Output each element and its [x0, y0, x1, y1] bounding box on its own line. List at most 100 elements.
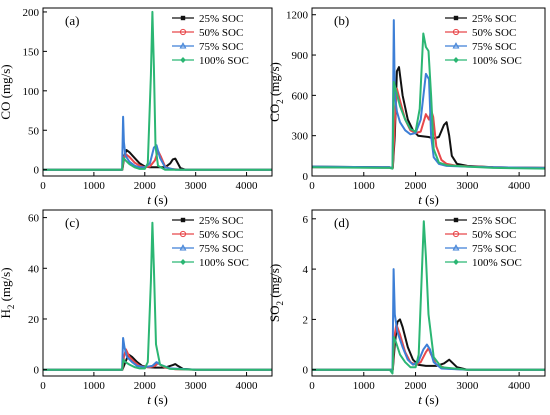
- legend-label: 100% SOC: [472, 257, 522, 269]
- y-tick-label: 0: [303, 365, 309, 377]
- legend-marker: [452, 42, 460, 49]
- panel-label: (d): [334, 215, 349, 230]
- panel-frame: [42, 209, 273, 377]
- legend-marker: [453, 57, 459, 63]
- y-tick-label: 60: [28, 213, 40, 225]
- legend-marker: [453, 15, 459, 21]
- y-axis-label: CO (mg/s): [0, 64, 13, 119]
- y-tick-label: 0: [34, 365, 40, 377]
- x-tick-label: 3000: [185, 380, 208, 392]
- y-tick-label: 0: [34, 165, 40, 177]
- y-tick-label: 100: [23, 86, 40, 98]
- legend-marker: [453, 217, 459, 223]
- legend-label: 100% SOC: [199, 257, 249, 269]
- legend: 25% SOC 50% SOC 75% SOC 100% SOC: [172, 13, 249, 67]
- legend-label: 100% SOC: [199, 55, 249, 67]
- y-axis-label: H2 (mg/s): [0, 267, 16, 318]
- x-tick-label: 0: [40, 380, 46, 392]
- legend-marker: [180, 217, 186, 223]
- x-tick-label: 1000: [353, 180, 376, 192]
- panel-label: (b): [334, 13, 349, 28]
- legend-label: 50% SOC: [472, 27, 516, 39]
- y-tick-label: 6: [303, 214, 309, 226]
- x-tick-label: 3000: [456, 380, 479, 392]
- x-tick-label: 0: [40, 180, 46, 192]
- series-line-4: [43, 221, 272, 371]
- legend-label: 25% SOC: [199, 215, 243, 227]
- legend: 25% SOC 50% SOC 75% SOC 100% SOC: [445, 13, 522, 67]
- series-line-3: [312, 268, 545, 371]
- legend-marker: [180, 259, 186, 265]
- x-tick-label: 0: [309, 180, 315, 192]
- y-tick-label: 300: [292, 131, 309, 143]
- y-tick-label: 1200: [286, 10, 309, 22]
- x-tick-label: 1000: [83, 380, 106, 392]
- legend-label: 75% SOC: [199, 243, 243, 255]
- panel-d: 0 1000 2000 3000 4000 0 2 4 6 (d) SO2 (mg/s) t (…: [267, 209, 546, 407]
- legend-marker: [180, 57, 186, 63]
- x-tick-label: 2000: [405, 380, 428, 392]
- x-tick-label: 2000: [405, 180, 428, 192]
- legend-label: 25% SOC: [472, 13, 516, 25]
- svg-text:SO2 (mg/s): SO2 (mg/s): [267, 264, 285, 322]
- x-tick-label: 3000: [456, 180, 479, 192]
- series-line-1: [312, 318, 545, 371]
- panel-label: (a): [65, 13, 79, 28]
- legend-marker: [452, 230, 460, 238]
- legend-marker: [452, 28, 460, 36]
- x-axis-label: t (s): [418, 392, 439, 407]
- panel-frame: [311, 7, 546, 177]
- legend-label: 25% SOC: [199, 13, 243, 25]
- x-axis-label: t (s): [147, 192, 168, 207]
- x-tick-label: 2000: [134, 180, 157, 192]
- x-tick-label: 4000: [508, 180, 531, 192]
- legend-label: 50% SOC: [199, 27, 243, 39]
- svg-text:CO2 (mg/s): CO2 (mg/s): [267, 62, 285, 122]
- legend-label: 75% SOC: [199, 41, 243, 53]
- legend-marker: [179, 42, 187, 49]
- legend-label: 50% SOC: [472, 229, 516, 241]
- panel-c: 0 1000 2000 3000 4000 0 20 40 60 (c) H2 (mg/s) t…: [0, 209, 273, 407]
- legend-label: 25% SOC: [472, 215, 516, 227]
- legend-label: 75% SOC: [472, 41, 516, 53]
- legend: 25% SOC 50% SOC 75% SOC 100% SOC: [445, 215, 522, 269]
- panel-label: (c): [65, 215, 79, 230]
- y-tick-label: 20: [28, 314, 40, 326]
- y-tick-label: 4: [303, 264, 309, 276]
- series-line-4: [43, 10, 272, 171]
- panel-b: 0 1000 2000 3000 4000 0 300 600 900 1200 (b) CO2 …: [267, 7, 546, 207]
- y-tick-label: 200: [23, 7, 40, 19]
- legend-marker: [179, 28, 187, 36]
- y-axis-label: SO2 (mg/s): [267, 264, 285, 322]
- y-tick-label: 0: [303, 171, 309, 183]
- panel-frame: [311, 209, 546, 377]
- panel-frame: [42, 7, 273, 177]
- x-tick-label: 4000: [236, 180, 259, 192]
- legend-marker: [452, 244, 460, 251]
- series-line-4: [312, 220, 545, 375]
- x-tick-label: 0: [309, 380, 315, 392]
- y-tick-label: 900: [292, 50, 309, 62]
- legend-marker: [180, 15, 186, 21]
- svg-text:CO (mg/s): CO (mg/s): [0, 64, 13, 119]
- x-tick-label: 1000: [83, 180, 106, 192]
- x-tick-label: 4000: [508, 380, 531, 392]
- legend: 25% SOC 50% SOC 75% SOC 100% SOC: [172, 215, 249, 269]
- x-tick-label: 4000: [236, 380, 259, 392]
- legend-marker: [453, 259, 459, 265]
- y-tick-label: 150: [23, 46, 40, 58]
- svg-text:H2 (mg/s): H2 (mg/s): [0, 267, 16, 318]
- y-tick-label: 2: [303, 314, 309, 326]
- series-line-4: [312, 32, 545, 170]
- x-axis-label: t (s): [418, 192, 439, 207]
- y-tick-label: 50: [28, 125, 40, 137]
- x-tick-label: 2000: [134, 380, 157, 392]
- panel-a: 0 1000 2000 3000 4000 0 50 100 150 200 (a) CO (mg…: [0, 7, 273, 207]
- legend-marker: [179, 230, 187, 238]
- y-tick-label: 600: [292, 90, 309, 102]
- legend-marker: [179, 244, 187, 251]
- x-tick-label: 3000: [185, 180, 208, 192]
- legend-label: 50% SOC: [199, 229, 243, 241]
- legend-label: 75% SOC: [472, 243, 516, 255]
